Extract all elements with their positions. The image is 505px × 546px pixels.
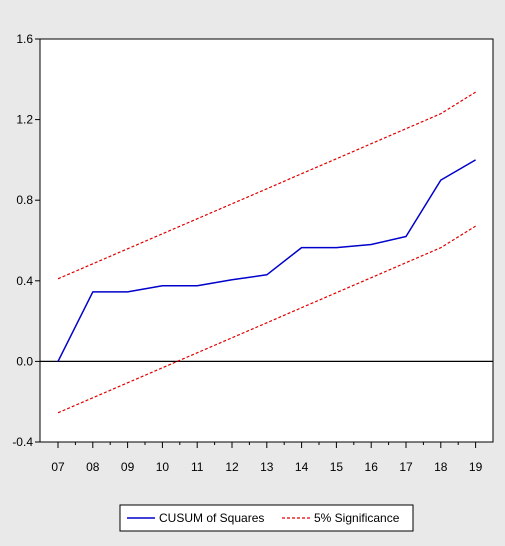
y-tick-label: 0.0	[16, 354, 33, 368]
x-axis: 07 08 09 10 11 12 13 14 15 16 17 18 19	[51, 442, 483, 474]
x-tick-label: 16	[365, 460, 379, 474]
y-tick-label: 0.4	[16, 274, 33, 288]
x-tick-label: 14	[295, 460, 309, 474]
y-tick-label: -0.4	[12, 435, 33, 449]
x-tick-label: 15	[330, 460, 344, 474]
x-tick-label: 12	[225, 460, 239, 474]
x-tick-label: 17	[399, 460, 413, 474]
x-tick-label: 13	[260, 460, 274, 474]
series-line-1	[57, 91, 476, 280]
plot-area	[39, 38, 494, 443]
x-tick-label: 10	[156, 460, 170, 474]
y-tick-label: 0.8	[16, 193, 33, 207]
legend-label-significance: 5% Significance	[314, 511, 400, 525]
legend-box	[119, 504, 414, 532]
y-axis: -0.4 0.0 0.4 0.8 1.2 1.6	[12, 32, 40, 449]
x-tick-label: 07	[51, 460, 65, 474]
x-tick-label: 09	[121, 460, 135, 474]
y-tick-label: 1.2	[16, 113, 33, 127]
x-tick-label: 08	[86, 460, 100, 474]
series-line-0	[57, 159, 476, 362]
series-layer	[57, 91, 476, 414]
y-tick-label: 1.6	[16, 32, 33, 46]
series-line-2	[57, 225, 476, 414]
legend: CUSUM of Squares 5% Significance	[119, 504, 414, 532]
x-tick-label: 11	[191, 460, 204, 474]
x-tick-label: 19	[469, 460, 483, 474]
x-tick-label: 18	[434, 460, 448, 474]
legend-label-cusum: CUSUM of Squares	[159, 511, 264, 525]
